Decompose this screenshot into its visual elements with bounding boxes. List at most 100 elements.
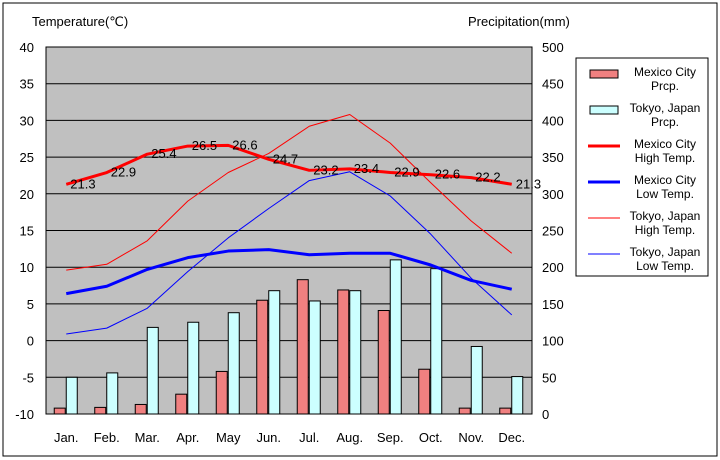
legend-label: Tokyo, Japan [630,245,701,259]
left-tick-label: 40 [20,40,34,55]
left-tick-labels: 40 35 30 25 20 15 10 5 0 -5 -10 [15,40,34,422]
bar [227,312,240,415]
left-tick-label: 30 [20,113,34,128]
series-line [66,171,513,335]
legend-label: Mexico City [634,137,696,151]
bar [377,310,390,415]
series-line [65,248,513,296]
legend-label: Low Temp. [636,187,694,201]
bar [65,376,78,415]
data-label: 22.2 [475,170,500,185]
x-tick-label: Feb. [94,430,120,445]
series-line [66,114,513,271]
data-label: 21.3 [516,176,541,191]
bar [337,289,350,415]
bar [296,279,309,415]
x-tick-label: Dec. [498,430,525,445]
x-tick-labels: Jan. Feb. Mar. Apr. May Jun. Jul. Aug. Sep. Oct. N… [54,430,525,445]
bar [430,268,443,415]
bar [418,368,431,415]
x-tick-label: Mar. [135,430,160,445]
right-tick-label: 150 [542,297,564,312]
right-axis-title: Precipitation(mm) [468,14,570,29]
data-label: 22.6 [435,167,460,182]
right-tick-label: 250 [542,224,564,239]
right-tick-label: 200 [542,260,564,275]
bar [215,370,228,415]
legend-swatch [589,105,619,115]
bar [511,376,524,415]
right-tick-label: 0 [542,407,549,422]
x-tick-label: Oct. [419,430,443,445]
x-tick-label: Aug. [336,430,363,445]
left-tick-label: 20 [20,187,34,202]
right-tick-label: 500 [542,40,564,55]
data-label: 25.4 [151,146,176,161]
bar [53,407,66,415]
right-tick-label: 350 [542,150,564,165]
line-layer [65,114,513,335]
x-tick-label: May [216,430,241,445]
bar [94,406,107,415]
left-tick-label: 10 [20,260,34,275]
left-tick-label: 25 [20,150,34,165]
legend-label: High Temp. [635,223,695,237]
legend-label: Low Temp. [636,259,694,273]
left-tick-label: -10 [15,407,34,422]
legend-label: Tokyo, Japan [630,209,701,223]
bar [256,299,269,415]
left-tick-label: -5 [22,370,34,385]
gridlines [46,83,532,378]
x-tick-label: Jun. [256,430,281,445]
left-tick-label: 0 [27,334,34,349]
data-label: 23.2 [313,162,338,177]
right-tick-label: 50 [542,370,556,385]
legend-label: Prcp. [651,115,679,129]
bar [175,393,188,415]
bar [349,290,362,415]
x-tick-label: Jul. [299,430,319,445]
bar [134,403,147,415]
x-tick-label: Jan. [54,430,79,445]
right-tick-label: 300 [542,187,564,202]
left-tick-label: 35 [20,77,34,92]
data-label: 22.9 [394,165,419,180]
data-label: 23.4 [354,161,379,176]
right-tick-label: 450 [542,77,564,92]
legend-box [575,57,709,277]
x-tick-label: Apr. [176,430,199,445]
bar [308,300,321,415]
bar [268,290,281,415]
bar [499,407,512,415]
legend-label: Prcp. [651,79,679,93]
left-tick-label: 15 [20,224,34,239]
bar [187,321,200,415]
series-line [65,143,512,186]
data-label: 22.9 [111,165,136,180]
data-label-layer: 21.3 22.9 25.4 26.5 26.6 24.7 23.2 23.4 22.9 22.6… [70,137,541,191]
bar [458,407,471,415]
bar [146,326,159,415]
x-tick-label: Nov. [458,430,484,445]
right-tick-label: 400 [542,113,564,128]
right-tick-label: 100 [542,334,564,349]
legend-label: Tokyo, Japan [630,101,701,115]
data-label: 24.7 [273,151,298,166]
left-tick-label: 5 [27,297,34,312]
data-label: 26.6 [232,137,257,152]
bar-layer [53,259,524,415]
left-axis-title: Temperature(℃) [32,14,128,29]
bar [389,259,402,415]
data-label: 26.5 [192,138,217,153]
legend-swatch [589,69,619,79]
legend-label: Mexico City [634,65,696,79]
bar [106,372,119,415]
legend-label: High Temp. [635,151,695,165]
bar [470,345,483,415]
legend-label: Mexico City [634,173,696,187]
x-tick-label: Sep. [377,430,404,445]
data-label: 21.3 [70,176,95,191]
